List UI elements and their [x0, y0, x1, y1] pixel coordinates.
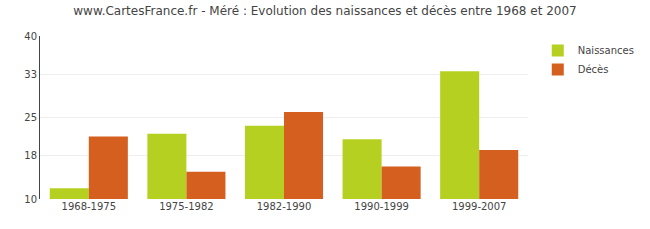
- svg-text:33: 33: [24, 69, 37, 80]
- svg-text:1975-1982: 1975-1982: [159, 201, 214, 212]
- svg-text:1968-1975: 1968-1975: [62, 201, 117, 212]
- svg-text:www.CartesFrance.fr - Méré : E: www.CartesFrance.fr - Méré : Evolution d…: [73, 4, 576, 18]
- svg-text:1990-1999: 1990-1999: [354, 201, 409, 212]
- svg-text:Décès: Décès: [578, 64, 609, 75]
- svg-text:40: 40: [24, 31, 37, 42]
- svg-text:1982-1990: 1982-1990: [257, 201, 312, 212]
- svg-text:Naissances: Naissances: [578, 45, 634, 56]
- svg-text:18: 18: [24, 150, 37, 161]
- svg-text:25: 25: [24, 112, 37, 123]
- svg-text:10: 10: [24, 194, 37, 205]
- svg-text:1999-2007: 1999-2007: [452, 201, 507, 212]
